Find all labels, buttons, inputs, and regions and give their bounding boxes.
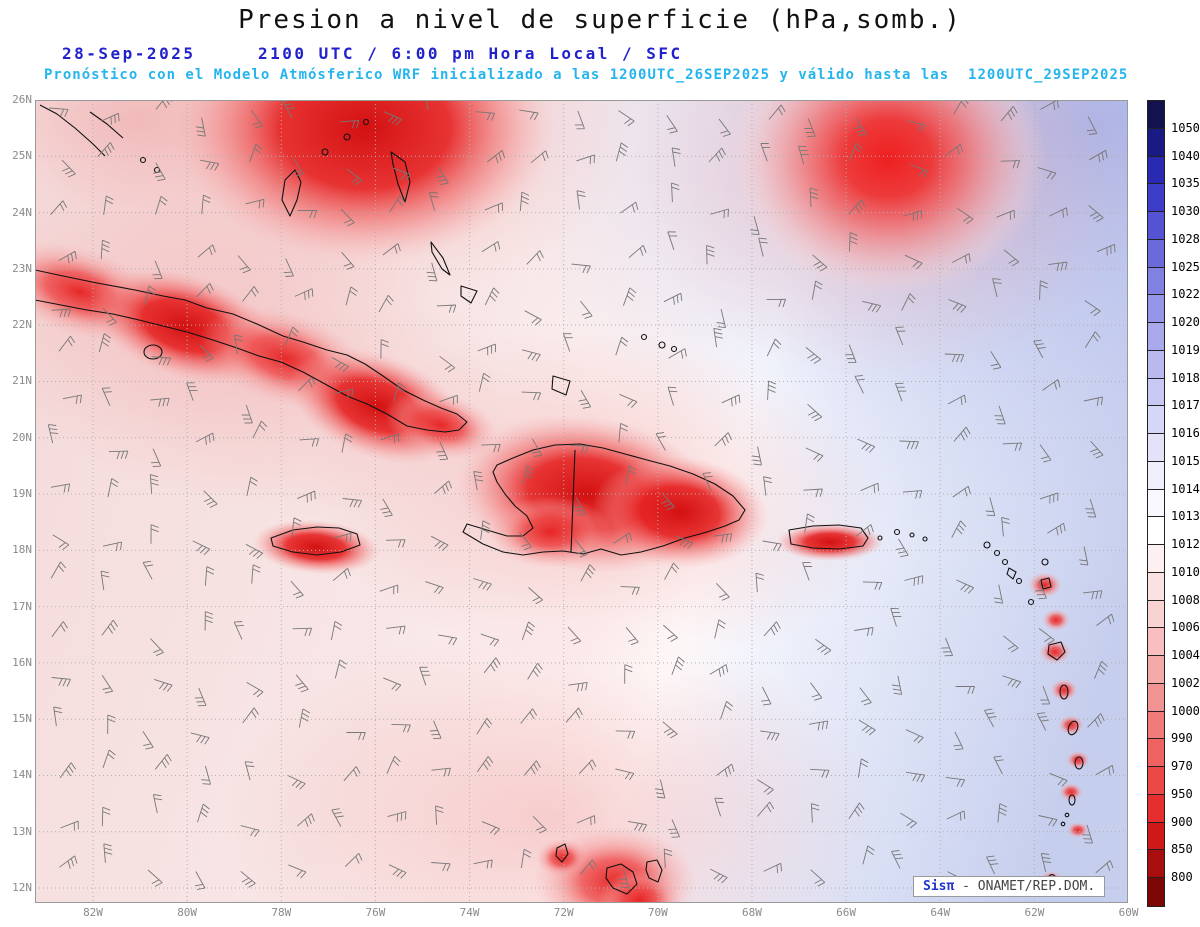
colorbar-cell [1148, 184, 1164, 212]
coastlines [35, 104, 1084, 895]
colorbar-label: 1017 [1171, 398, 1200, 413]
colorbar-label: 1020 [1171, 315, 1200, 330]
colorbar-cell [1148, 739, 1164, 767]
colorbar-label: 1002 [1171, 675, 1200, 690]
colorbar-label: 1000 [1171, 703, 1200, 718]
colorbar [1147, 100, 1165, 907]
colorbar-label: 1014 [1171, 481, 1200, 496]
colorbar-label: 1050 [1171, 120, 1200, 135]
colorbar-label: 1015 [1171, 453, 1200, 468]
colorbar-label: 1013 [1171, 509, 1200, 524]
lat-label: 23N [12, 261, 32, 275]
colorbar-label: 990 [1171, 731, 1193, 746]
lat-label: 18N [12, 543, 32, 557]
colorbar-label: 900 [1171, 814, 1193, 829]
lat-label: 24N [12, 205, 32, 219]
colorbar-cell [1148, 545, 1164, 573]
colorbar-cell [1148, 212, 1164, 240]
colorbar-label: 1025 [1171, 259, 1200, 274]
lon-label: 82W [83, 906, 103, 919]
colorbar-cell [1148, 128, 1164, 157]
lon-label: 62W [1024, 906, 1045, 919]
lat-label: 26N [12, 93, 32, 106]
colorbar-cell [1148, 295, 1164, 323]
colorbar-cell [1148, 878, 1164, 906]
colorbar-label: 970 [1171, 759, 1193, 774]
colorbar-cell [1148, 267, 1164, 296]
lat-label: 17N [12, 599, 32, 613]
lon-label: 68W [742, 906, 762, 919]
lon-label: 74W [459, 906, 480, 919]
colorbar-cell [1148, 794, 1164, 823]
lat-label: 16N [12, 655, 32, 669]
colorbar-cell [1148, 572, 1164, 601]
pressure-lows [35, 100, 1128, 903]
colorbar-cell [1148, 323, 1164, 351]
colorbar-cell [1148, 406, 1164, 434]
colorbar-cell [1148, 711, 1164, 740]
attribution-box: Sisπ - ONAMET/REP.DOM. [913, 876, 1106, 897]
lat-label: 13N [12, 824, 32, 838]
colorbar-cell [1148, 628, 1164, 656]
forecast-description: Pronóstico con el Modelo Atmósferico WRF… [44, 67, 1129, 83]
colorbar-label: 1040 [1171, 148, 1200, 163]
valid-time: 2100 UTC / 6:00 pm Hora Local / SFC [258, 44, 683, 63]
colorbar-label: 1012 [1171, 537, 1200, 552]
lon-label: 66W [836, 906, 857, 919]
colorbar-cell [1148, 434, 1164, 462]
attribution-brand: Sisπ [923, 879, 955, 894]
colorbar-cell [1148, 489, 1164, 518]
colorbar-cell [1148, 656, 1164, 684]
lon-label: 72W [553, 906, 574, 919]
lat-label: 22N [12, 318, 32, 332]
valid-date: 28-Sep-2025 [62, 44, 196, 63]
colorbar-cell [1148, 378, 1164, 407]
lon-label: 78W [271, 906, 292, 919]
colorbar-label: 1022 [1171, 287, 1200, 302]
lon-label: 64W [930, 906, 951, 919]
colorbar-cell [1148, 156, 1164, 185]
attribution-text: - ONAMET/REP.DOM. [954, 879, 1096, 894]
colorbar-label: 1004 [1171, 648, 1200, 663]
lon-label: 60W [1118, 906, 1139, 919]
page-title: Presion a nivel de superficie (hPa,somb.… [238, 5, 962, 35]
colorbar-cell [1148, 239, 1164, 268]
lat-label: 25N [12, 149, 32, 163]
colorbar-cell [1148, 101, 1164, 129]
colorbar-label: 1016 [1171, 426, 1200, 441]
colorbar-label: 1030 [1171, 204, 1200, 219]
lat-label: 14N [12, 768, 32, 782]
colorbar-cell [1148, 517, 1164, 545]
lat-label: 12N [12, 881, 32, 895]
colorbar-label: 1019 [1171, 342, 1200, 357]
colorbar-cell [1148, 767, 1164, 795]
colorbar-label: 1006 [1171, 620, 1200, 635]
colorbar-label: 1010 [1171, 564, 1200, 579]
lat-label: 19N [12, 487, 32, 501]
colorbar-cell [1148, 461, 1164, 490]
colorbar-label: 1035 [1171, 176, 1200, 191]
lat-label: 21N [12, 374, 32, 388]
colorbar-label: 950 [1171, 786, 1193, 801]
lat-label: 15N [12, 712, 32, 726]
colorbar-cell [1148, 350, 1164, 379]
colorbar-cell [1148, 600, 1164, 629]
colorbar-cell [1148, 850, 1164, 878]
lat-label: 20N [12, 430, 32, 444]
colorbar-label: 1028 [1171, 231, 1200, 246]
lon-label: 70W [647, 906, 668, 919]
wind-barbs [47, 100, 1116, 890]
map-frame [35, 100, 1128, 903]
colorbar-label: 1008 [1171, 592, 1200, 607]
colorbar-label: 850 [1171, 842, 1193, 857]
colorbar-label: 800 [1171, 870, 1193, 885]
lon-label: 80W [177, 906, 198, 919]
colorbar-label: 1018 [1171, 370, 1200, 385]
map-canvas [35, 100, 1128, 903]
colorbar-cell [1148, 683, 1164, 712]
lon-label: 76W [365, 906, 386, 919]
colorbar-cell [1148, 822, 1164, 851]
pressure-map-svg [35, 100, 1128, 903]
